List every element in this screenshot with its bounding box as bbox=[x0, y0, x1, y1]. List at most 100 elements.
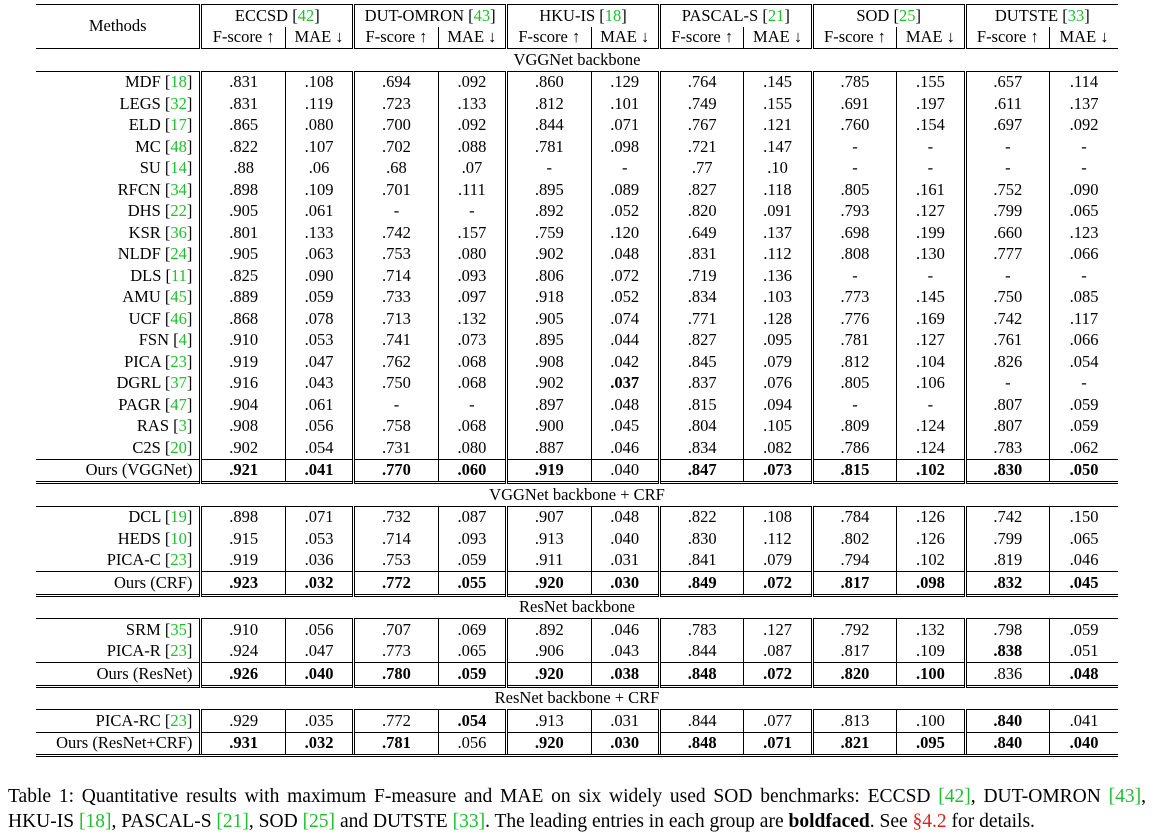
citation-link[interactable]: [18] bbox=[78, 811, 112, 832]
value-cell: .042 bbox=[590, 351, 660, 373]
value-cell: .102 bbox=[896, 458, 966, 483]
value-cell: - bbox=[896, 265, 966, 287]
citation-link[interactable]: 3 bbox=[178, 416, 187, 435]
citation-link[interactable]: 43 bbox=[473, 5, 491, 25]
citation-link[interactable]: 21 bbox=[767, 5, 785, 25]
citation-link[interactable]: [43] bbox=[1108, 786, 1142, 807]
citation-link[interactable]: [25] bbox=[302, 811, 336, 832]
citation-link[interactable]: 23 bbox=[170, 710, 187, 730]
citation-link[interactable]: 10 bbox=[170, 528, 187, 548]
value-cell: .907 bbox=[505, 506, 592, 528]
value-cell: .068 bbox=[437, 415, 507, 437]
citation-link[interactable]: 42 bbox=[297, 5, 315, 25]
value-cell: .129 bbox=[590, 71, 660, 93]
value-cell: .048 bbox=[590, 506, 660, 528]
value-cell: .908 bbox=[199, 415, 286, 437]
citation-link[interactable]: 22 bbox=[170, 201, 187, 220]
citation-link[interactable]: 46 bbox=[170, 308, 187, 328]
value-cell: .073 bbox=[437, 329, 507, 351]
citation-link[interactable]: 25 bbox=[898, 5, 916, 25]
value-cell: .817 bbox=[810, 640, 897, 663]
citation-link[interactable]: 24 bbox=[170, 244, 187, 263]
citation-link[interactable]: 18 bbox=[604, 5, 622, 25]
value-cell: .777 bbox=[963, 243, 1050, 265]
table-row: PAGR [47] .904.061- - .897.048.815.094- - .80… bbox=[36, 394, 1118, 416]
method-name: PICA-RC bbox=[95, 710, 161, 730]
citation-link[interactable]: 48 bbox=[170, 136, 187, 156]
citation-link[interactable]: 23 bbox=[170, 351, 187, 371]
citation-link[interactable]: 33 bbox=[1067, 5, 1085, 25]
value-cell: .844 bbox=[657, 640, 744, 663]
value-cell: .920 bbox=[505, 662, 592, 686]
value-cell: .098 bbox=[896, 571, 966, 595]
table-row: UCF [46] .868.078.713.132.905.074.771.128… bbox=[36, 308, 1118, 330]
value-cell: .802 bbox=[810, 528, 897, 550]
section-title: VGGNet backbone bbox=[36, 48, 1118, 72]
method-name: PAGR bbox=[118, 394, 161, 414]
value-cell: .860 bbox=[505, 71, 592, 93]
citation-link[interactable]: 34 bbox=[170, 179, 187, 199]
citation-link[interactable]: 36 bbox=[170, 222, 187, 242]
value-cell: .804 bbox=[657, 415, 744, 437]
citation-link[interactable]: 18 bbox=[170, 72, 187, 91]
citation-link[interactable]: 32 bbox=[170, 93, 187, 113]
value-cell: .126 bbox=[896, 506, 966, 528]
value-cell: .848 bbox=[657, 731, 744, 757]
citation-link[interactable]: 4 bbox=[178, 330, 187, 349]
value-cell: .781 bbox=[352, 731, 439, 757]
value-cell: .844 bbox=[657, 709, 744, 732]
citation-link[interactable]: 35 bbox=[170, 619, 187, 639]
value-cell: .059 bbox=[437, 549, 507, 572]
value-cell: .040 bbox=[1049, 731, 1118, 757]
citation-link[interactable]: 23 bbox=[170, 550, 187, 569]
value-cell: .820 bbox=[810, 662, 897, 686]
value-cell: .112 bbox=[743, 528, 813, 550]
method-name-cell: KSR [36] bbox=[128, 222, 193, 242]
method-name: ELD bbox=[128, 115, 161, 134]
citation-link[interactable]: 19 bbox=[170, 507, 187, 526]
value-cell: .847 bbox=[657, 458, 744, 483]
value-cell: .812 bbox=[810, 351, 897, 373]
value-cell: .714 bbox=[352, 528, 439, 550]
value-cell: .147 bbox=[743, 136, 813, 158]
citation-link[interactable]: 11 bbox=[171, 265, 187, 285]
citation-link[interactable]: 17 bbox=[170, 115, 187, 134]
method-name-cell: RAS [3] bbox=[136, 416, 193, 435]
value-cell: .697 bbox=[963, 114, 1050, 136]
value-cell: .809 bbox=[810, 415, 897, 437]
citation-link[interactable]: 20 bbox=[170, 437, 187, 457]
value-cell: .082 bbox=[743, 437, 813, 459]
citation-link[interactable]: 14 bbox=[170, 158, 187, 177]
value-cell: .831 bbox=[657, 243, 744, 265]
value-cell: .043 bbox=[284, 372, 354, 394]
value-cell: - bbox=[896, 157, 966, 179]
value-cell: .092 bbox=[437, 114, 507, 136]
value-cell: .038 bbox=[590, 662, 660, 686]
value-cell: .056 bbox=[284, 618, 354, 641]
section-link[interactable]: §4.2 bbox=[912, 811, 947, 832]
value-cell: - bbox=[963, 136, 1050, 158]
value-cell: .762 bbox=[352, 351, 439, 373]
citation-link[interactable]: 37 bbox=[170, 373, 187, 392]
section-header-row: VGGNet backbone bbox=[36, 48, 1118, 72]
value-cell: .786 bbox=[810, 437, 897, 459]
value-cell: .136 bbox=[743, 265, 813, 287]
citation-link[interactable]: [21] bbox=[216, 811, 249, 832]
value-cell: - bbox=[505, 157, 592, 179]
value-cell: .920 bbox=[505, 731, 592, 757]
value-cell: .923 bbox=[199, 571, 286, 595]
citation-link[interactable]: 47 bbox=[170, 394, 187, 414]
metric-mae-header: MAE ↓ bbox=[437, 26, 507, 49]
value-cell: .044 bbox=[590, 329, 660, 351]
value-cell: .911 bbox=[505, 549, 592, 572]
value-cell: .127 bbox=[743, 618, 813, 641]
table-row: DHS [22] .905.061- - .892.052.820.091.793.1… bbox=[36, 200, 1118, 222]
citation-link[interactable]: [42] bbox=[938, 786, 971, 807]
citation-link[interactable]: [33] bbox=[452, 811, 486, 832]
value-cell: .808 bbox=[810, 243, 897, 265]
citation-link[interactable]: 45 bbox=[170, 287, 187, 306]
value-cell: .792 bbox=[810, 618, 897, 641]
citation-link[interactable]: 23 bbox=[170, 641, 187, 660]
value-cell: .157 bbox=[437, 222, 507, 244]
value-cell: .845 bbox=[657, 351, 744, 373]
